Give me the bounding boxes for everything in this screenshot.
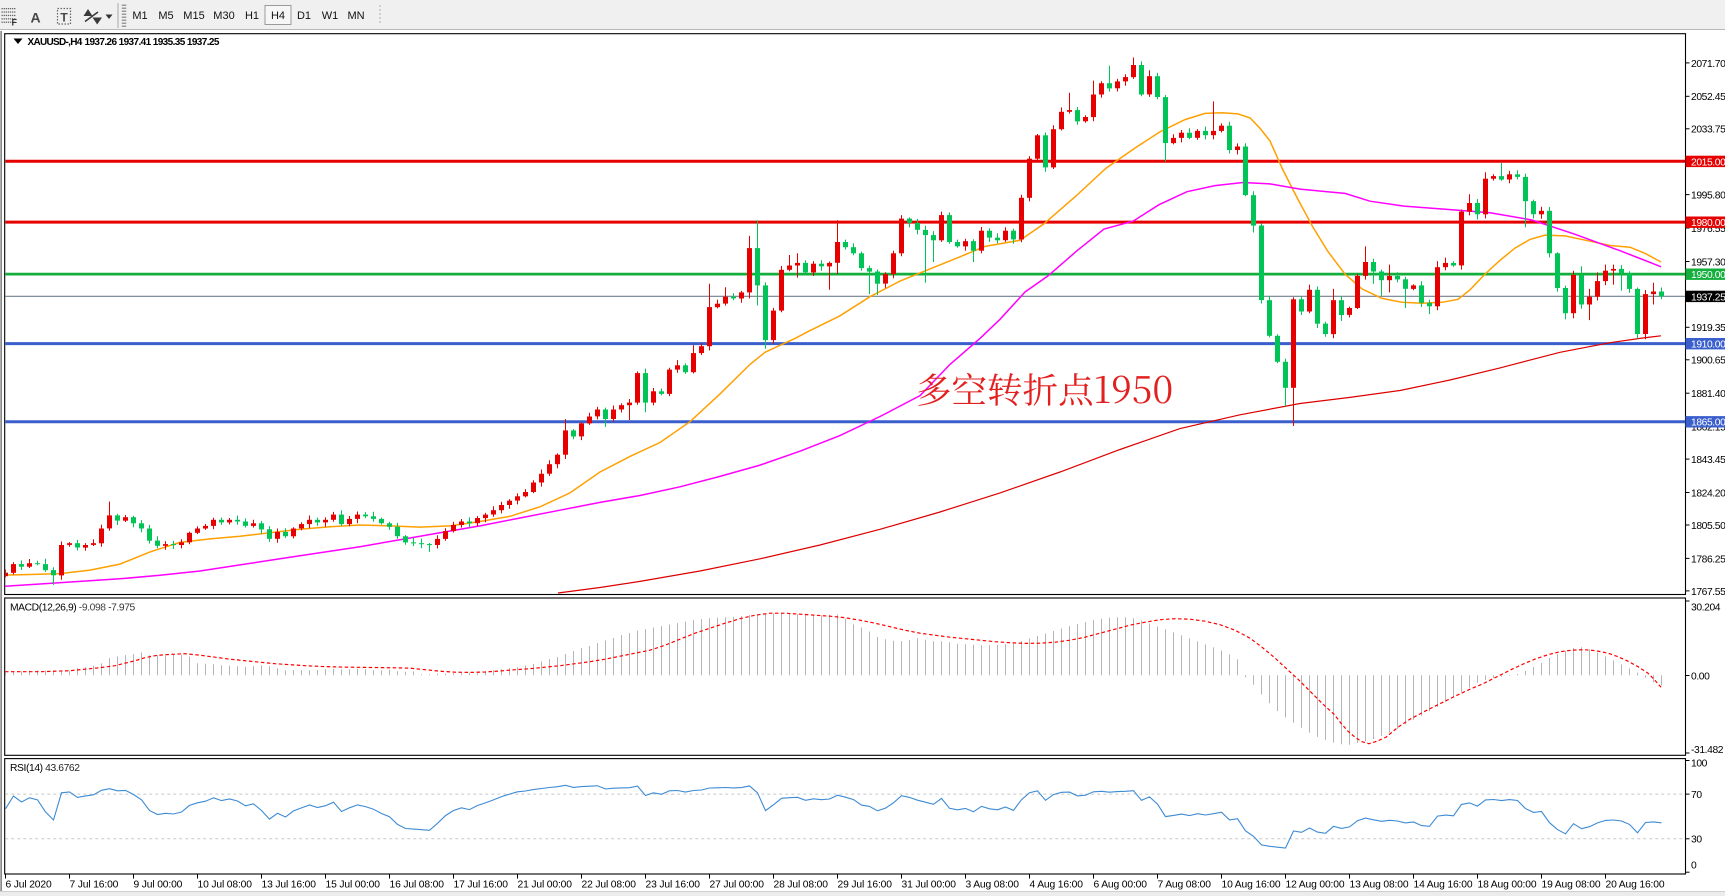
svg-text:1995.80: 1995.80: [1691, 191, 1725, 202]
svg-text:2071.70: 2071.70: [1691, 59, 1725, 70]
svg-text:18 Aug 00:00: 18 Aug 00:00: [1478, 880, 1537, 891]
svg-text:3 Aug 08:00: 3 Aug 08:00: [966, 880, 1020, 891]
svg-text:6 Aug 00:00: 6 Aug 00:00: [1094, 880, 1148, 891]
svg-text:1881.40: 1881.40: [1691, 389, 1725, 400]
svg-text:1767.55: 1767.55: [1691, 587, 1725, 598]
svg-text:6 Jul 2020: 6 Jul 2020: [6, 880, 52, 891]
svg-text:F: F: [12, 18, 18, 28]
svg-text:XAUUSD-,H4: XAUUSD-,H4: [28, 37, 83, 48]
svg-text:1919.35: 1919.35: [1691, 323, 1725, 334]
svg-text:2015.00: 2015.00: [1691, 157, 1725, 168]
svg-text:15 Jul 00:00: 15 Jul 00:00: [326, 880, 381, 891]
svg-text:1843.45: 1843.45: [1691, 455, 1725, 466]
svg-text:7 Aug 08:00: 7 Aug 08:00: [1158, 880, 1212, 891]
svg-text:7 Jul 16:00: 7 Jul 16:00: [70, 880, 119, 891]
svg-text:22 Jul 08:00: 22 Jul 08:00: [582, 880, 637, 891]
svg-text:2052.45: 2052.45: [1691, 92, 1725, 103]
svg-text:13 Aug 08:00: 13 Aug 08:00: [1350, 880, 1409, 891]
svg-text:1900.65: 1900.65: [1691, 356, 1725, 367]
svg-text:28 Jul 08:00: 28 Jul 08:00: [774, 880, 829, 891]
svg-text:0: 0: [1691, 860, 1697, 871]
svg-text:20 Aug 16:00: 20 Aug 16:00: [1606, 880, 1665, 891]
svg-text:10 Aug 16:00: 10 Aug 16:00: [1222, 880, 1281, 891]
svg-text:1976.55: 1976.55: [1691, 224, 1725, 235]
svg-text:23 Jul 16:00: 23 Jul 16:00: [646, 880, 701, 891]
svg-text:31 Jul 00:00: 31 Jul 00:00: [902, 880, 957, 891]
svg-text:M15: M15: [183, 10, 204, 22]
svg-text:D1: D1: [297, 10, 311, 22]
svg-text:1865.00: 1865.00: [1691, 418, 1725, 429]
svg-text:100: 100: [1691, 759, 1708, 770]
svg-text:A: A: [30, 10, 40, 26]
svg-text:10 Jul 08:00: 10 Jul 08:00: [198, 880, 253, 891]
svg-text:12 Aug 00:00: 12 Aug 00:00: [1286, 880, 1345, 891]
svg-text:17 Jul 16:00: 17 Jul 16:00: [454, 880, 509, 891]
svg-text:16 Jul 08:00: 16 Jul 08:00: [390, 880, 445, 891]
svg-text:RSI(14) 43.6762: RSI(14) 43.6762: [10, 763, 80, 774]
svg-text:1862.15: 1862.15: [1691, 423, 1725, 434]
svg-text:1824.20: 1824.20: [1691, 488, 1725, 499]
svg-text:1786.25: 1786.25: [1691, 554, 1725, 565]
svg-text:M1: M1: [132, 10, 147, 22]
svg-text:1950.00: 1950.00: [1691, 270, 1725, 281]
svg-text:29 Jul 16:00: 29 Jul 16:00: [838, 880, 893, 891]
svg-text:H1: H1: [245, 10, 259, 22]
svg-text:MACD(12,26,9) -9.098 -7.975: MACD(12,26,9) -9.098 -7.975: [10, 603, 136, 614]
svg-text:T: T: [60, 11, 68, 25]
svg-text:27 Jul 00:00: 27 Jul 00:00: [710, 880, 765, 891]
svg-text:W1: W1: [322, 10, 339, 22]
svg-text:30.204: 30.204: [1691, 603, 1721, 614]
svg-text:H4: H4: [271, 10, 285, 22]
svg-text:MN: MN: [347, 10, 364, 22]
svg-text:1980.00: 1980.00: [1691, 218, 1725, 229]
svg-text:30: 30: [1691, 835, 1702, 846]
svg-text:M30: M30: [213, 10, 234, 22]
svg-text:M5: M5: [158, 10, 173, 22]
svg-text:1805.50: 1805.50: [1691, 521, 1725, 532]
svg-text:1910.00: 1910.00: [1691, 340, 1725, 351]
svg-text:9 Jul 00:00: 9 Jul 00:00: [134, 880, 183, 891]
svg-text:13 Jul 16:00: 13 Jul 16:00: [262, 880, 317, 891]
svg-text:4 Aug 16:00: 4 Aug 16:00: [1030, 880, 1084, 891]
svg-text:1957.30: 1957.30: [1691, 257, 1725, 268]
svg-text:1937.25: 1937.25: [1691, 292, 1725, 303]
svg-text:21 Jul 00:00: 21 Jul 00:00: [518, 880, 573, 891]
svg-text:0.00: 0.00: [1691, 671, 1710, 682]
svg-text:2033.75: 2033.75: [1691, 125, 1725, 136]
svg-text:19 Aug 08:00: 19 Aug 08:00: [1542, 880, 1601, 891]
svg-text:14 Aug 16:00: 14 Aug 16:00: [1414, 880, 1473, 891]
svg-text:70: 70: [1691, 790, 1702, 801]
svg-text:1937.26 1937.41 1935.35 1937.2: 1937.26 1937.41 1935.35 1937.25: [85, 37, 220, 48]
svg-text:-31.482: -31.482: [1691, 745, 1724, 756]
